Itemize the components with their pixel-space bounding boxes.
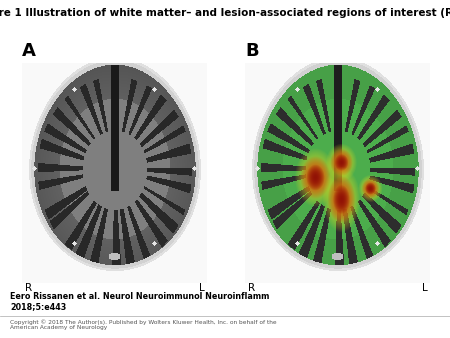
Text: Copyright © 2018 The Author(s). Published by Wolters Kluwer Health, Inc. on beha: Copyright © 2018 The Author(s). Publishe… <box>10 319 277 331</box>
Text: R: R <box>25 283 32 293</box>
Text: B: B <box>245 42 259 60</box>
Text: A: A <box>22 42 36 60</box>
Text: Figure 1 Illustration of white matter– and lesion-associated regions of interest: Figure 1 Illustration of white matter– a… <box>0 8 450 18</box>
Text: L: L <box>199 283 205 293</box>
Text: Eero Rissanen et al. Neurol Neuroimmunol Neuroinflamm
2018;5:e443: Eero Rissanen et al. Neurol Neuroimmunol… <box>10 292 270 311</box>
Text: L: L <box>422 283 428 293</box>
Text: R: R <box>248 283 255 293</box>
